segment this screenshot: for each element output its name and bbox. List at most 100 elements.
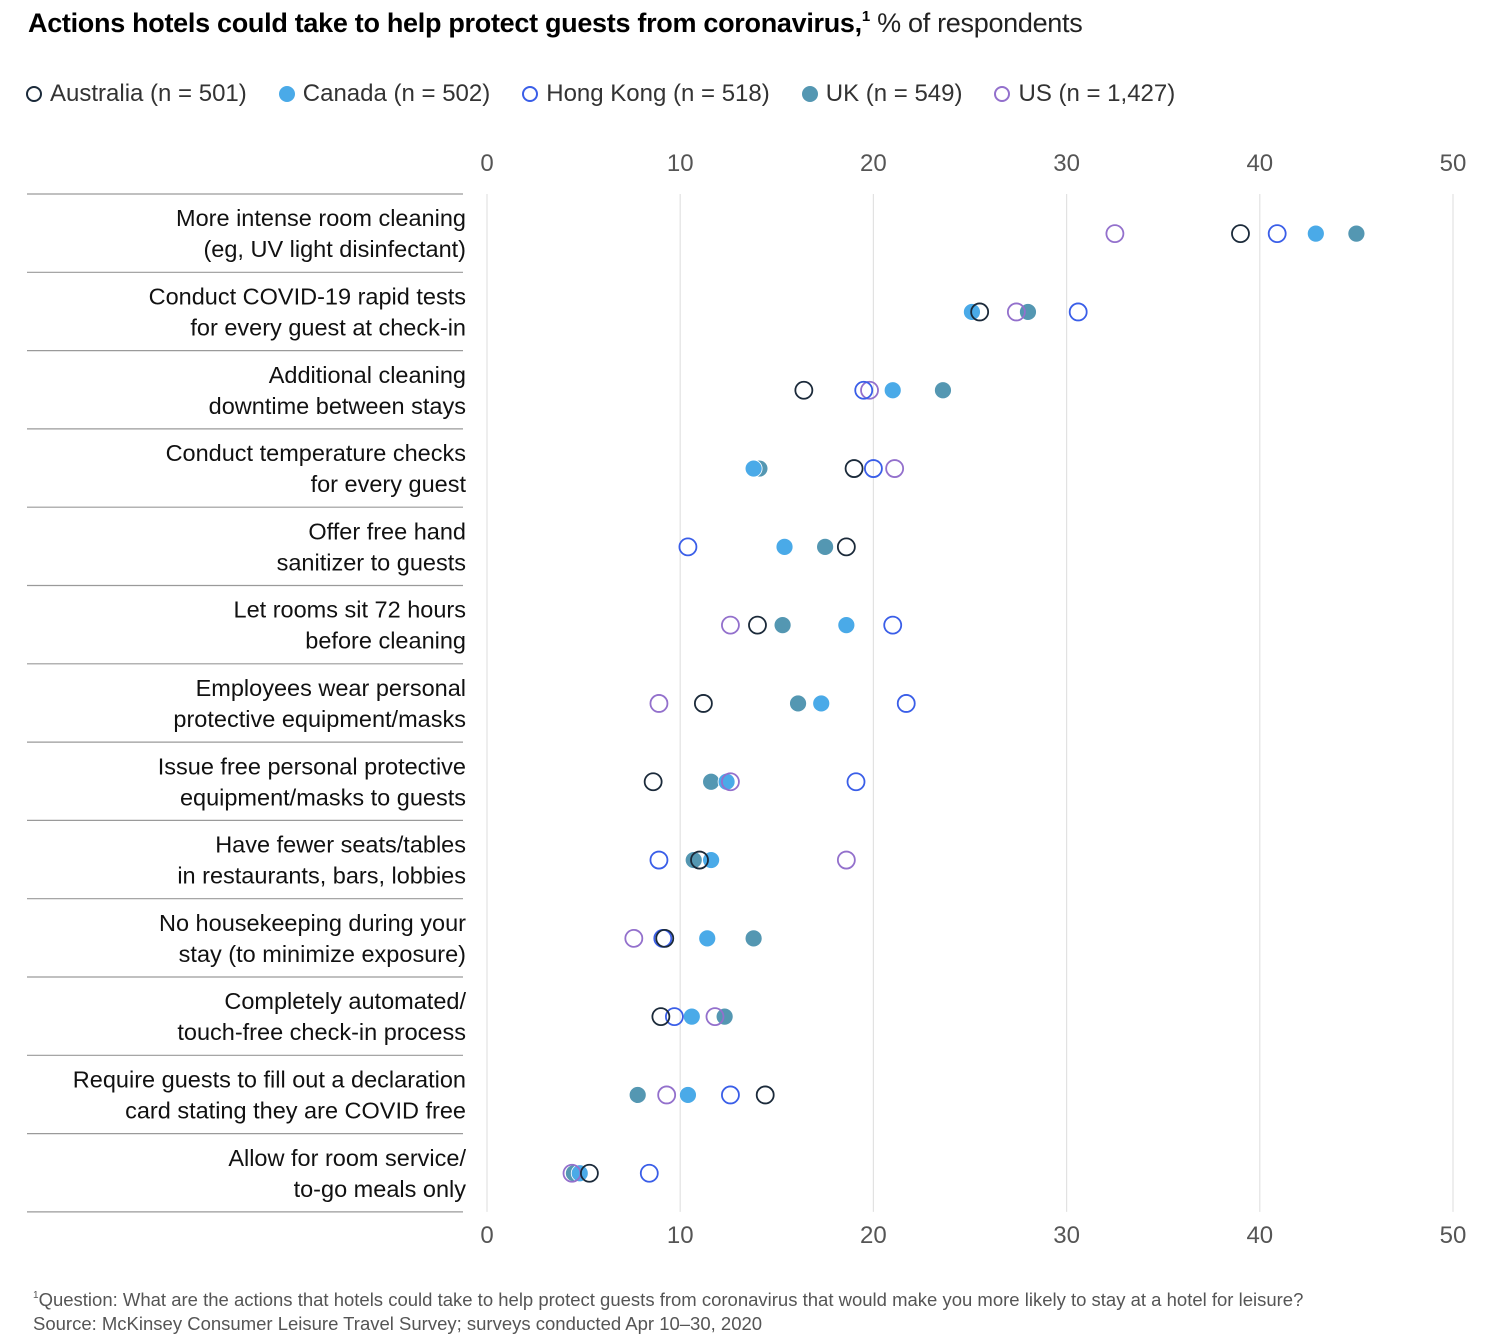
x-tick-label-top: 50 xyxy=(1440,150,1467,177)
data-point-canada xyxy=(812,694,831,713)
category-label-line: Additional cleaning xyxy=(269,362,466,388)
legend-label-canada: Canada (n = 502) xyxy=(302,80,491,107)
data-point-australia xyxy=(970,302,990,322)
data-point-hong-kong xyxy=(1267,224,1287,244)
data-point-us xyxy=(705,1007,725,1027)
data-point-uk xyxy=(1347,224,1366,243)
category-label-line: No housekeeping during your xyxy=(159,910,466,936)
legend-item-hong-kong: Hong Kong (n = 518) xyxy=(522,80,770,108)
category-label-line: downtime between stays xyxy=(209,393,466,419)
footnote: 1Question: What are the actions that hot… xyxy=(33,1284,1303,1336)
legend-label-us: US (n = 1,427) xyxy=(1018,80,1176,107)
data-point-hong-kong xyxy=(721,1085,740,1105)
chart-title-main: Actions hotels could take to help protec… xyxy=(28,8,862,38)
category-label: Employees wear personal protective equipm… xyxy=(173,675,466,732)
legend-marker-us xyxy=(994,86,1011,102)
data-point-hong-kong xyxy=(639,1163,659,1183)
category-label: Completely automated/touch-free check-in… xyxy=(177,988,466,1045)
data-point-uk xyxy=(715,1007,734,1026)
title-footnote-mark: 1 xyxy=(861,8,870,25)
x-tick-label-top: 30 xyxy=(1053,150,1080,177)
category-label-line: More intense room cleaning xyxy=(176,205,466,231)
data-point-australia xyxy=(655,928,675,948)
x-tick-label-bottom: 10 xyxy=(667,1222,694,1249)
data-point-hong-kong xyxy=(649,850,669,870)
category-label-line: Issue free personal protective xyxy=(158,753,466,779)
x-tick-label-top: 40 xyxy=(1246,150,1273,177)
data-point-canada xyxy=(775,537,794,556)
data-point-us xyxy=(1006,302,1026,322)
category-label-line: Offer free hand xyxy=(308,518,466,544)
data-point-australia xyxy=(651,1007,671,1027)
data-point-us xyxy=(649,694,669,713)
data-point-canada xyxy=(679,1086,697,1104)
data-point-australia xyxy=(643,772,663,792)
category-label-line: Conduct COVID-19 rapid tests xyxy=(149,283,466,309)
chart-title: Actions hotels could take to help protec… xyxy=(28,8,1083,39)
data-point-hong-kong xyxy=(864,459,883,478)
data-point-us xyxy=(836,850,856,870)
legend-marker-uk xyxy=(801,86,818,102)
x-tick-label-bottom: 40 xyxy=(1246,1222,1273,1249)
legend-item-uk: UK (n = 549) xyxy=(801,80,963,108)
data-point-australia xyxy=(579,1163,599,1183)
data-point-hong-kong xyxy=(1068,302,1088,322)
data-point-us xyxy=(721,615,740,635)
data-point-uk xyxy=(773,616,792,635)
legend-label-uk: UK (n = 549) xyxy=(825,80,963,107)
category-label-line: before cleaning xyxy=(305,628,466,654)
legend-item-australia: Australia (n = 501) xyxy=(26,80,247,108)
category-label-line: Allow for room service/ xyxy=(228,1145,466,1171)
data-point-hong-kong xyxy=(883,615,903,635)
data-point-us xyxy=(860,380,879,400)
category-label: No housekeeping during your stay (to mini… xyxy=(159,910,466,967)
data-point-canada xyxy=(1306,224,1325,243)
category-label: Issue free personal protective equipment/… xyxy=(158,753,466,810)
data-point-us xyxy=(1105,224,1125,244)
data-point-canada xyxy=(717,772,736,791)
data-point-australia xyxy=(794,380,814,400)
data-point-hong-kong xyxy=(678,537,698,557)
footnote-question-text: Question: What are the actions that hote… xyxy=(38,1289,1304,1310)
legend-marker-australia xyxy=(26,86,42,102)
category-label-line: Conduct temperature checks xyxy=(166,440,466,466)
data-point-us xyxy=(721,772,740,792)
chart-title-unit: % of respondents xyxy=(869,8,1083,38)
data-point-australia xyxy=(755,1085,775,1105)
category-label: Require guests to fill out a declaration… xyxy=(73,1066,466,1123)
category-label-line: Have fewer seats/tables xyxy=(215,832,466,858)
legend-item-canada: Canada (n = 502) xyxy=(278,80,491,108)
legend-label-hong-kong: Hong Kong (n = 518) xyxy=(546,80,770,107)
data-point-australia xyxy=(836,537,856,557)
data-point-hong-kong xyxy=(854,380,874,400)
category-label-line: touch-free check-in process xyxy=(177,1019,466,1045)
category-label: More intense room cleaning (eg, UV light … xyxy=(176,205,466,262)
category-label-line: to-go meals only xyxy=(294,1176,467,1202)
data-point-uk xyxy=(934,381,952,400)
data-point-canada xyxy=(837,616,856,635)
category-label-line: Completely automated/ xyxy=(224,988,466,1014)
x-tick-label-bottom: 30 xyxy=(1053,1222,1080,1249)
category-label-line: card stating they are COVID free xyxy=(125,1097,466,1123)
x-tick-label-top: 20 xyxy=(860,150,887,177)
data-point-uk xyxy=(789,694,807,713)
data-point-australia xyxy=(748,615,767,635)
data-point-canada xyxy=(698,929,717,948)
category-label-line: Employees wear personal xyxy=(196,675,466,701)
category-label: Let rooms sit 72 hours before cleaning xyxy=(234,597,467,654)
footnote-question: 1Question: What are the actions that hot… xyxy=(33,1284,1303,1312)
category-label-line: Require guests to fill out a declaration xyxy=(73,1066,466,1092)
data-point-canada xyxy=(744,459,763,478)
data-point-uk xyxy=(628,1086,647,1104)
category-label-line: Let rooms sit 72 hours xyxy=(234,597,467,623)
footnote-source: Source: McKinsey Consumer Leisure Travel… xyxy=(33,1313,763,1334)
category-label: Have fewer seats/tables in restaurants, b… xyxy=(177,832,466,889)
data-point-australia xyxy=(844,459,864,478)
x-tick-label-top: 10 xyxy=(667,150,694,177)
legend: Australia (n = 501) Canada (n = 502) Hon… xyxy=(26,80,1175,108)
data-point-canada xyxy=(682,1007,701,1026)
x-tick-label-bottom: 20 xyxy=(860,1222,887,1249)
data-point-uk xyxy=(744,929,763,948)
data-point-us xyxy=(624,928,644,948)
